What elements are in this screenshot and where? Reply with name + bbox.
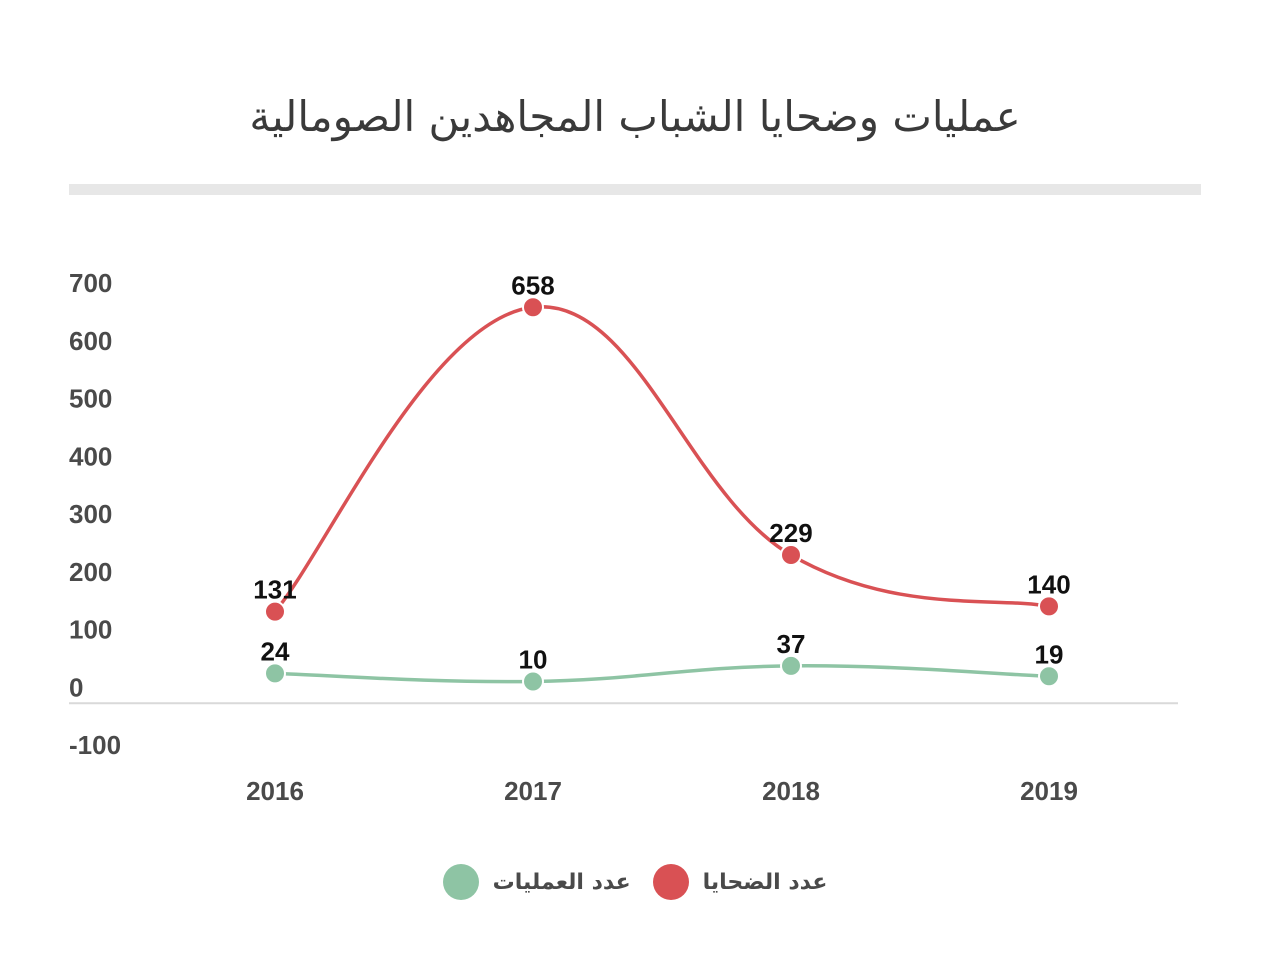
chart-title: عمليات وضحايا الشباب المجاهدين الصومالية [249, 92, 1021, 141]
x-tick-label: 2017 [504, 776, 562, 806]
data-label: 140 [1027, 569, 1070, 599]
x-tick-label: 2016 [246, 776, 304, 806]
series-line [274, 664, 1050, 684]
y-tick-label: 0 [69, 672, 83, 702]
data-label: 19 [1035, 639, 1064, 669]
legend-label-operations: عدد العمليات [492, 869, 631, 895]
y-tick-label: -100 [69, 730, 121, 760]
data-point[interactable] [264, 600, 286, 623]
y-tick-label: 200 [69, 557, 112, 587]
data-point[interactable] [522, 670, 544, 693]
data-labels: 131 658 229 140 24 10 37 19 [253, 270, 1070, 674]
y-tick-label: 500 [69, 384, 112, 414]
legend-swatch-operations [442, 864, 479, 900]
data-label: 131 [253, 575, 296, 605]
legend-label-victims: عدد الضحايا [702, 869, 828, 895]
series-layer [264, 296, 1060, 693]
data-point[interactable] [780, 544, 802, 567]
data-label: 37 [777, 629, 806, 659]
title-divider [69, 184, 1201, 195]
legend-swatch-victims [652, 864, 689, 900]
data-point[interactable] [1038, 665, 1060, 688]
data-point[interactable] [780, 654, 802, 677]
y-axis: 700 600 500 400 300 200 100 0 -100 [69, 268, 121, 760]
y-tick-label: 100 [69, 615, 112, 645]
legend: عدد الضحايا عدد العمليات [0, 860, 1270, 904]
legend-item-victims[interactable]: عدد الضحايا [652, 864, 828, 900]
data-point[interactable] [522, 296, 544, 319]
y-tick-label: 300 [69, 499, 112, 529]
data-label: 658 [511, 270, 554, 300]
data-label: 10 [519, 644, 548, 674]
series-line [273, 305, 1050, 613]
data-point[interactable] [264, 662, 286, 685]
x-axis: 2016 2017 2018 2019 [246, 776, 1078, 806]
y-tick-label: 600 [69, 326, 112, 356]
data-label: 229 [769, 518, 812, 548]
y-tick-label: 700 [69, 268, 112, 298]
legend-item-operations[interactable]: عدد العمليات [442, 864, 631, 900]
y-tick-label: 400 [69, 441, 112, 471]
x-tick-label: 2019 [1020, 776, 1078, 806]
x-tick-label: 2018 [762, 776, 820, 806]
data-label: 24 [261, 636, 290, 666]
data-point[interactable] [1038, 595, 1060, 618]
